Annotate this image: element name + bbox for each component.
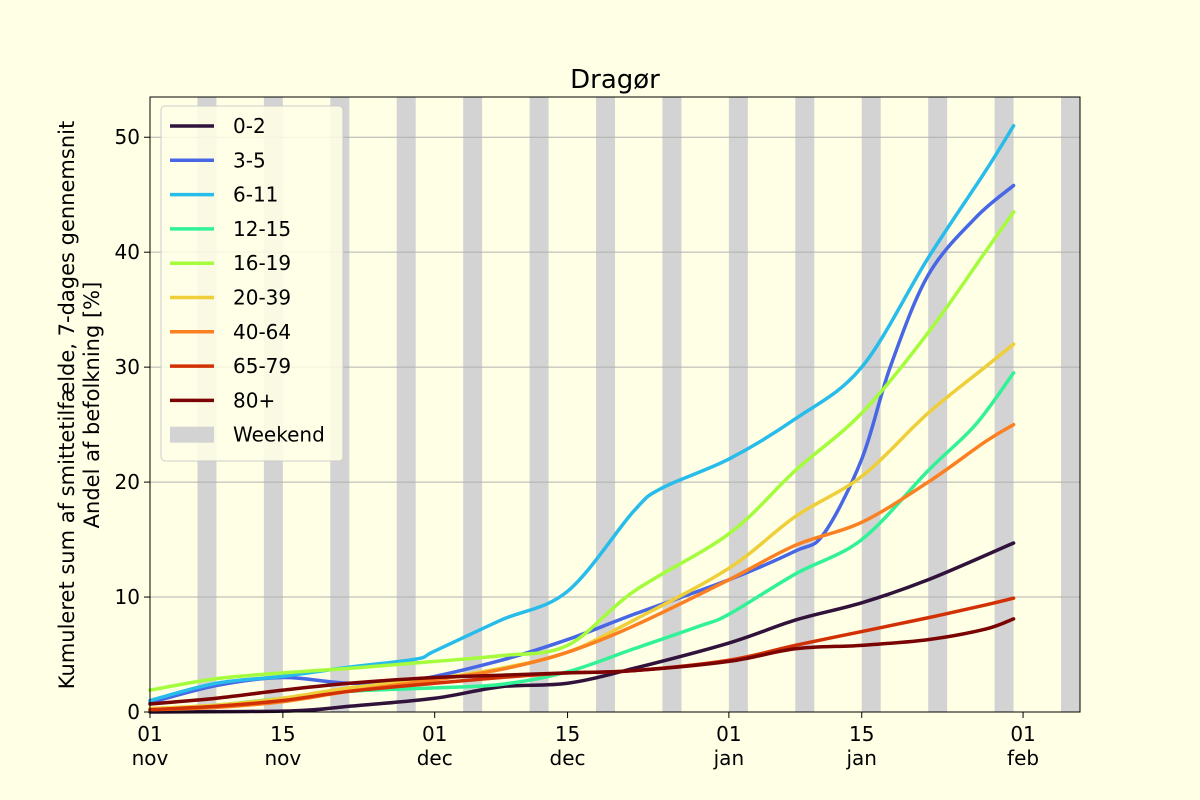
y-tick-label: 10 [115,585,140,609]
weekend-band [529,97,549,712]
y-axis-label-line1: Kumuleret sum af smittetilfælde, 7-dages… [55,121,79,689]
legend-label: 20-39 [233,286,291,310]
legend-label: 6-11 [233,183,278,207]
x-tick-label: 01 [716,722,741,746]
legend-label: 80+ [233,388,275,412]
weekend-band [463,97,483,712]
weekend-band [1061,97,1080,712]
weekend-band [396,97,416,712]
x-tick-label: jan [713,746,745,770]
y-tick-label: 0 [127,700,140,724]
legend-label: 16-19 [233,251,291,275]
x-tick-label: 15 [555,722,580,746]
weekend-band [662,97,682,712]
legend-swatch [170,426,214,443]
x-tick-label: dec [417,746,453,770]
weekend-band [795,97,815,712]
weekend-band [596,97,615,712]
legend-label: 65-79 [233,354,291,378]
legend-label: Weekend [233,423,325,447]
x-tick-label: 01 [137,722,162,746]
legend-label: 3-5 [233,148,266,172]
x-tick-label: nov [264,746,301,770]
series-lines [148,123,1016,714]
y-tick-label: 20 [115,470,140,494]
x-tick-label: 15 [270,722,295,746]
plot-frame [149,96,1081,713]
legend-label: 40-64 [233,320,291,344]
x-tick-label: 15 [849,722,874,746]
x-tick-label: 01 [1010,722,1035,746]
x-tick-label: jan [845,746,877,770]
y-tick-label: 50 [115,125,140,149]
chart-title: Dragør [570,65,660,95]
x-tick-label: 01 [422,722,447,746]
series-line-20-39 [148,342,1016,711]
y-axis-label-line2: Andel af befolkning [%] [80,282,104,529]
y-tick-label: 40 [115,240,140,264]
legend-label: 12-15 [233,217,291,241]
legend-label: 0-2 [233,114,266,138]
y-tick-label: 30 [115,355,140,379]
weekend-band [994,97,1014,712]
series-line-16-19 [148,210,1016,692]
y-axis: 0 10 20 30 40 50 [115,125,150,724]
weekend-bands [197,97,1080,712]
series-line-80+ [148,617,1016,706]
legend: 0-2 3-5 6-11 12-15 16-19 20-39 40-64 65-79 80+ We… [160,105,344,462]
series-line-0-2 [148,541,1016,714]
weekend-band [728,97,748,712]
x-tick-label: feb [1007,746,1039,770]
x-tick-label: dec [550,746,586,770]
x-tick-label: nov [132,746,169,770]
